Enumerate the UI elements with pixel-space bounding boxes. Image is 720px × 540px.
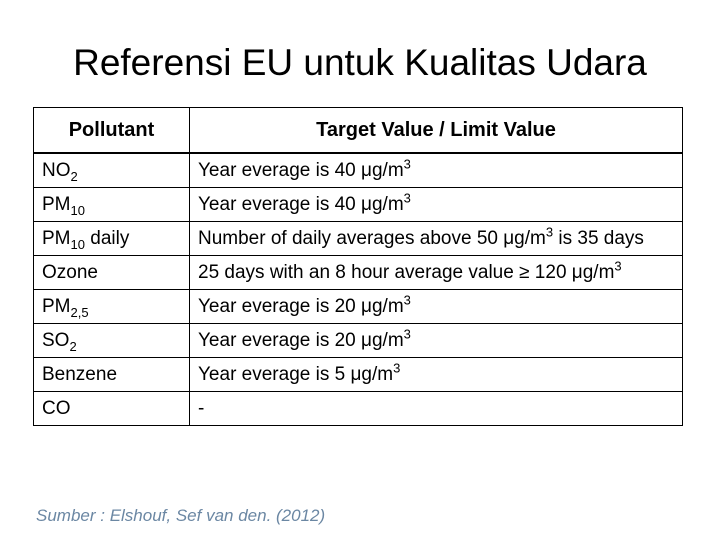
- cell-text: CO: [42, 398, 71, 419]
- superscript: 3: [614, 258, 622, 274]
- limit-cell: Year everage is 20 μg/m3: [189, 289, 683, 324]
- cell-text: PM: [42, 194, 71, 215]
- column-header: Pollutant: [33, 107, 190, 154]
- subscript: 2: [70, 168, 78, 184]
- cell-text: is 35 days: [553, 228, 644, 249]
- source-note: Sumber : Elshouf, Sef van den. (2012): [36, 506, 326, 525]
- limit-cell: -: [189, 391, 683, 426]
- cell-text: Benzene: [42, 364, 118, 385]
- limit-cell: Number of daily averages above 50 μg/m3 …: [189, 221, 683, 256]
- subscript: 10: [70, 202, 85, 218]
- pollutant-cell: PM10 daily: [33, 221, 190, 256]
- pollutant-cell: Benzene: [33, 357, 190, 392]
- table-row: CO -: [33, 391, 683, 426]
- cell-text: PM: [42, 228, 71, 249]
- cell-text: Year everage is 5 μg/m: [198, 364, 394, 385]
- slide-title: Referensi EU untuk Kualitas Udara: [73, 42, 647, 83]
- limit-cell: Year everage is 40 μg/m3: [189, 152, 683, 188]
- pollutant-cell: Ozone: [33, 255, 190, 290]
- limit-cell: Year everage is 5 μg/m3: [189, 357, 683, 392]
- limit-cell: Year everage is 20 μg/m3: [189, 323, 683, 358]
- subscript: 2: [69, 338, 77, 354]
- table-row: PM2,5 Year everage is 20 μg/m3: [33, 289, 683, 324]
- table-row: SO2 Year everage is 20 μg/m3: [33, 323, 683, 358]
- limit-cell: 25 days with an 8 hour average value ≥ 1…: [189, 255, 683, 290]
- column-header: Target Value / Limit Value: [189, 107, 683, 154]
- pollutant-cell: SO2: [33, 323, 190, 358]
- superscript: 3: [545, 224, 554, 240]
- superscript: 3: [403, 326, 411, 342]
- table-row: PM10 Year everage is 40 μg/m3: [33, 187, 683, 222]
- cell-text: PM: [42, 296, 71, 317]
- table-row: NO2 Year everage is 40 μg/m3: [33, 152, 683, 188]
- pollutant-cell: PM10: [33, 187, 190, 222]
- superscript: 3: [393, 360, 401, 376]
- cell-text: Year everage is 20 μg/m: [198, 296, 404, 317]
- cell-text: NO: [42, 160, 71, 181]
- superscript: 3: [403, 190, 411, 206]
- reference-table: Pollutant Target Value / Limit Value NO2…: [33, 107, 683, 426]
- superscript: 3: [403, 292, 411, 308]
- superscript: 3: [403, 156, 411, 172]
- pollutant-cell: CO: [33, 391, 190, 426]
- cell-text: Year everage is 40 μg/m: [198, 160, 404, 181]
- subscript: 10: [70, 236, 85, 252]
- cell-text: SO: [42, 330, 70, 351]
- header-row: Pollutant Target Value / Limit Value: [33, 107, 683, 154]
- limit-cell: Year everage is 40 μg/m3: [189, 187, 683, 222]
- subscript: 2,5: [70, 304, 89, 320]
- cell-text: Year everage is 40 μg/m: [198, 194, 404, 215]
- table-row: Ozone 25 days with an 8 hour average valu…: [33, 255, 683, 290]
- pollutant-cell: PM2,5: [33, 289, 190, 324]
- cell-text: 25 days with an 8 hour average value ≥ 1…: [198, 262, 615, 283]
- table-row: Benzene Year everage is 5 μg/m3: [33, 357, 683, 392]
- table-body: NO2 Year everage is 40 μg/m3 PM10 Year ever…: [33, 152, 683, 426]
- cell-text: Number of daily averages above 50 μg/m: [198, 228, 546, 249]
- cell-text: daily: [84, 228, 130, 249]
- cell-text: Ozone: [42, 262, 98, 283]
- table-row: PM10 daily Number of daily averages above…: [33, 221, 683, 256]
- cell-text: Year everage is 20 μg/m: [198, 330, 404, 351]
- pollutant-cell: NO2: [33, 152, 190, 188]
- cell-text: -: [198, 398, 205, 419]
